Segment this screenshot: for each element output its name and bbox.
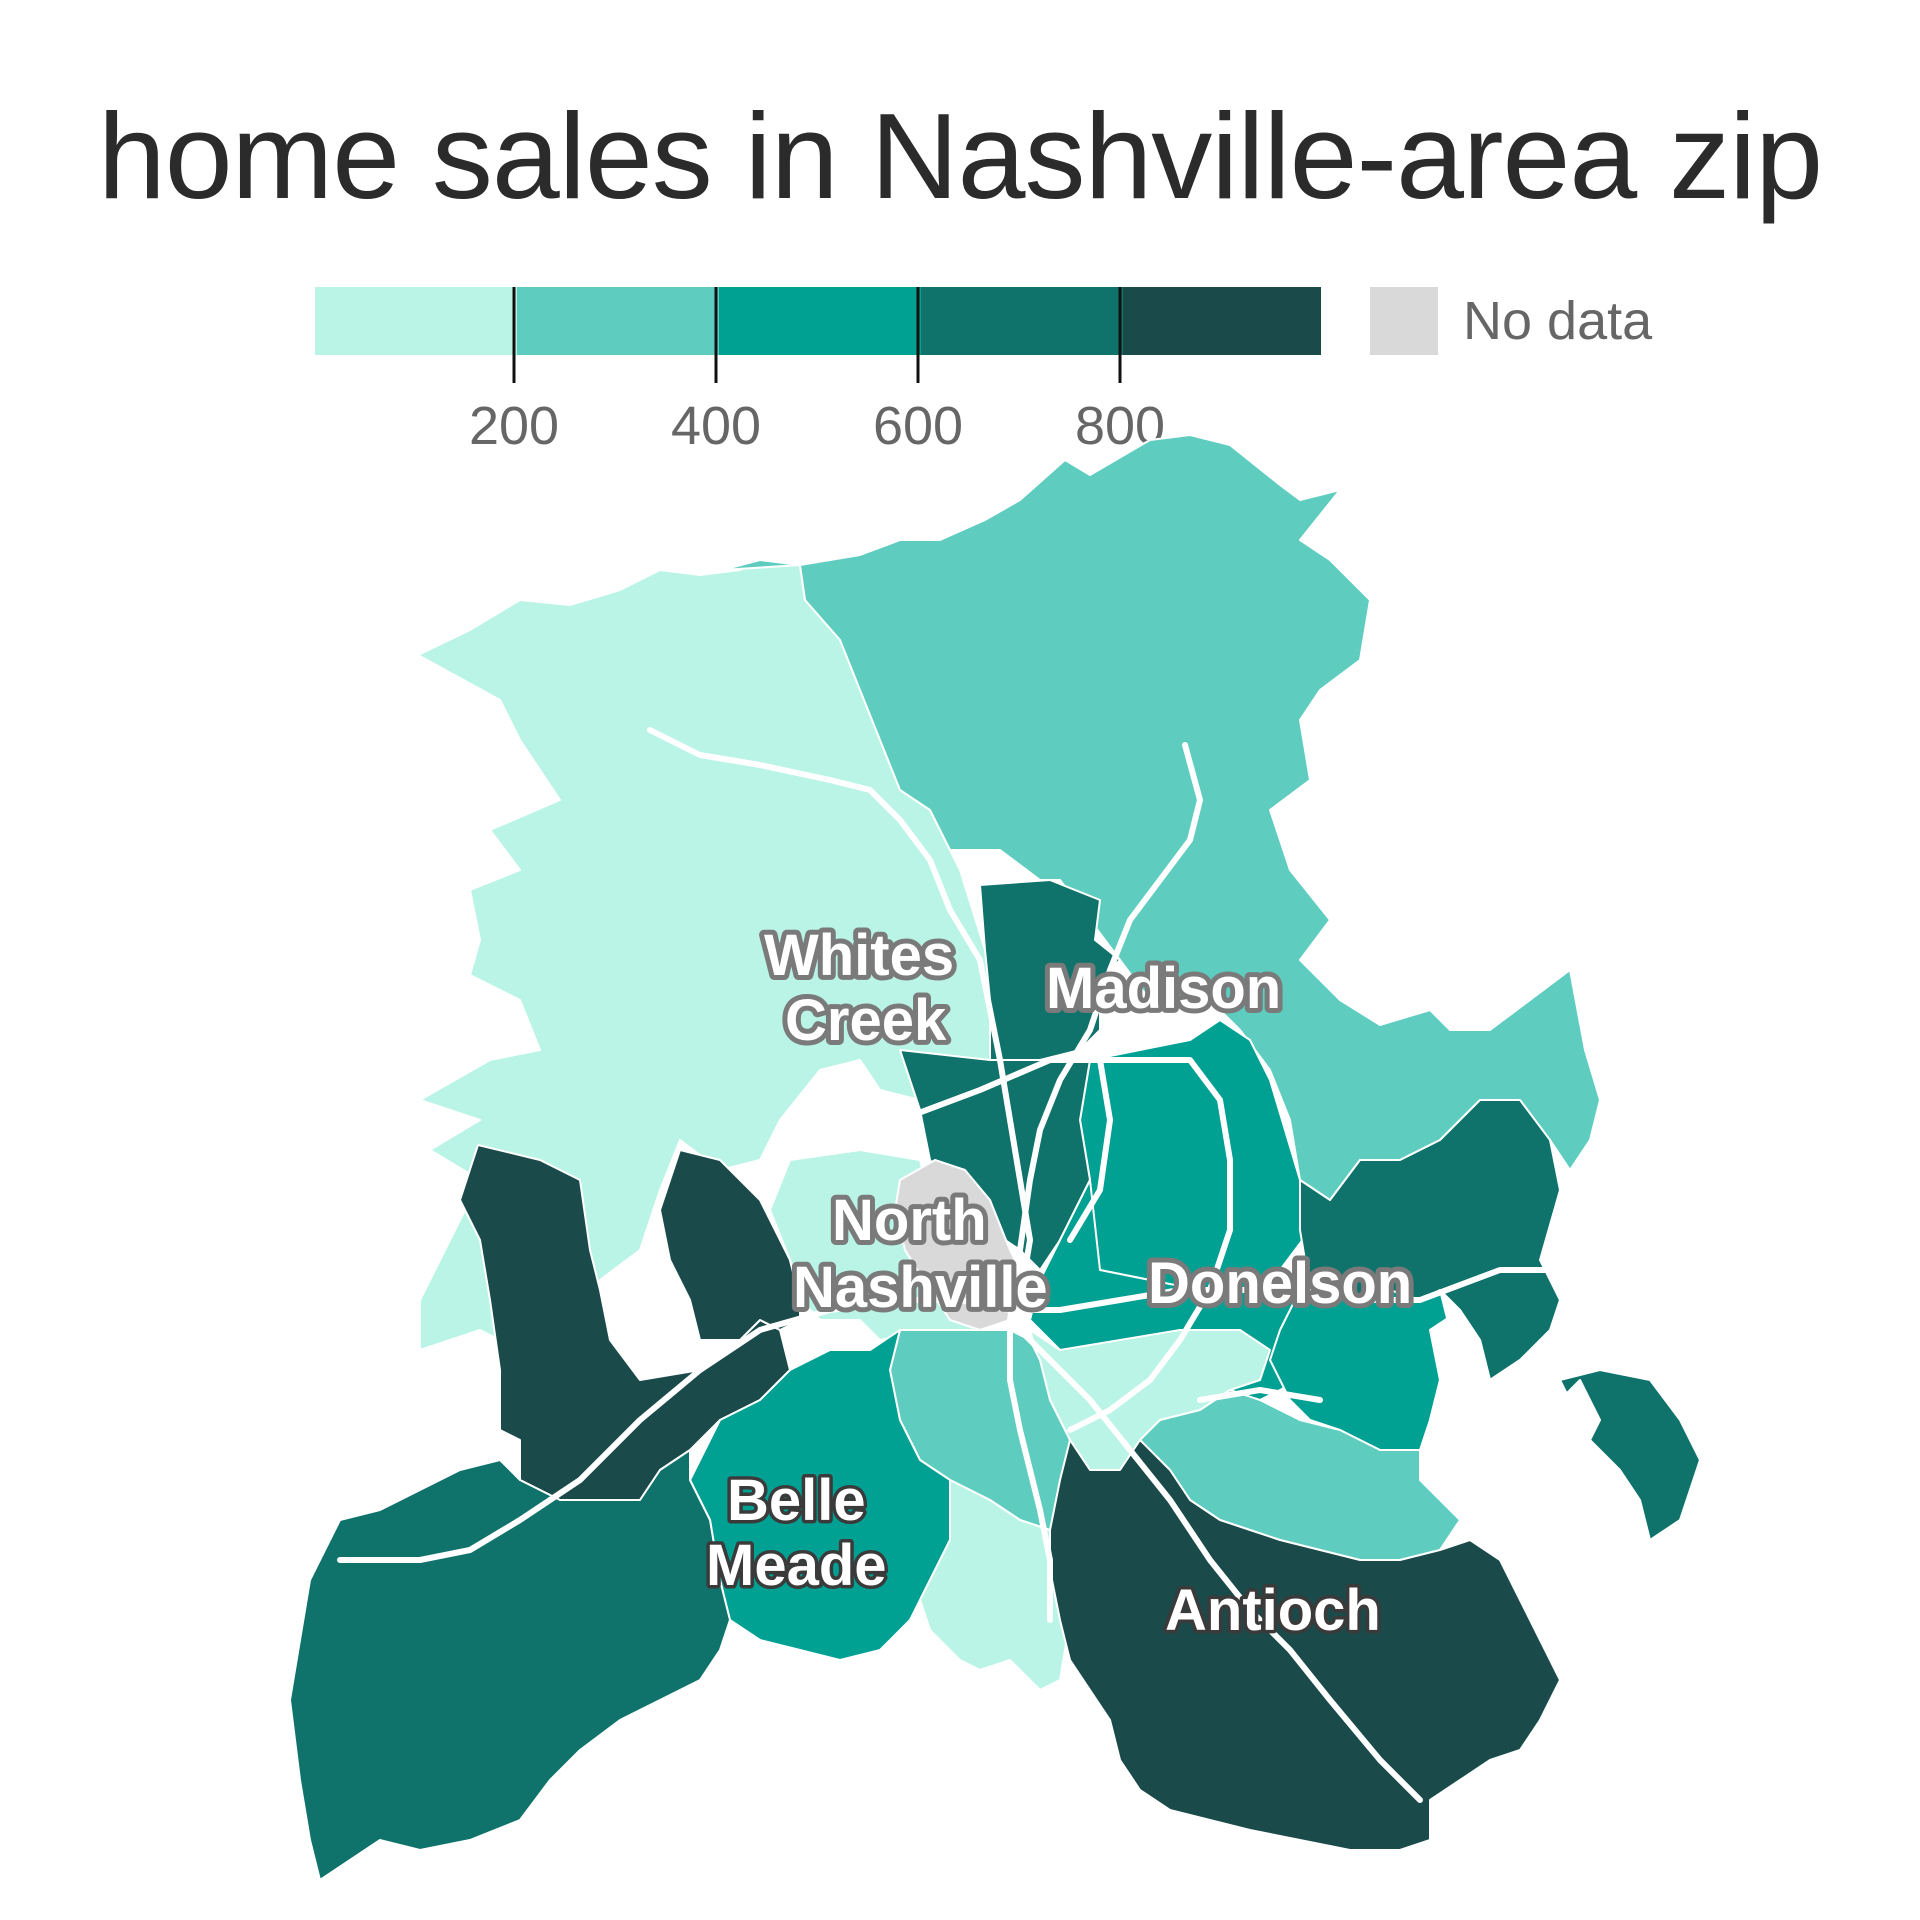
place-label-north: North [832,1188,987,1253]
legend-tick-label: 200 [468,396,560,456]
place-label-meade: Meade [706,1533,887,1598]
legend-tick-label: 600 [872,396,964,456]
region-bordeaux [659,1149,801,1341]
legend-bin-3 [921,287,1123,355]
place-label-antioch: Antioch [1165,1578,1381,1643]
highway-i65-south [1007,1327,1053,1623]
zip-regions [289,434,1701,1881]
place-label-madison: Madison [1046,956,1281,1021]
legend-tick-label: 400 [670,396,762,456]
legend-bin-1 [517,287,719,355]
place-label-donelson: Donelson [1148,1251,1412,1316]
legend-no-data-label: No data [1463,291,1653,351]
region-south [919,1479,1071,1691]
place-labels: Whites Creek Madison North Nashville Don… [703,918,1418,1647]
region-antioch [1049,1439,1561,1851]
highway-ellington [1067,1057,1113,1243]
region-hermitage [1299,1099,1561,1381]
color-legend: 200 400 600 800 No data [0,0,1920,460]
place-label-nashville: Nashville [793,1255,1048,1320]
place-label-creek: Creek [785,988,947,1053]
legend-bin-0 [315,287,517,355]
highway-i40-west [337,1297,1013,1563]
highway-state-route [1197,1387,1323,1403]
highways [337,727,1563,1803]
highway-i65-north [1007,742,1203,1323]
page-title: home sales in Nashville-area zip [97,88,1823,224]
legend-bin-2 [719,287,921,355]
highway-i40-east [1007,1267,1563,1313]
highway-briley-parkway [777,1057,1233,1433]
place-label-whites: Whites [764,923,954,988]
legend-bin-4 [1123,287,1321,355]
region-southwest [289,1449,731,1881]
legend-scale [315,287,1438,383]
legend-no-data-swatch [1370,287,1438,355]
highway-i24-south [1007,1317,1423,1803]
place-label-belle: Belle [727,1468,866,1533]
